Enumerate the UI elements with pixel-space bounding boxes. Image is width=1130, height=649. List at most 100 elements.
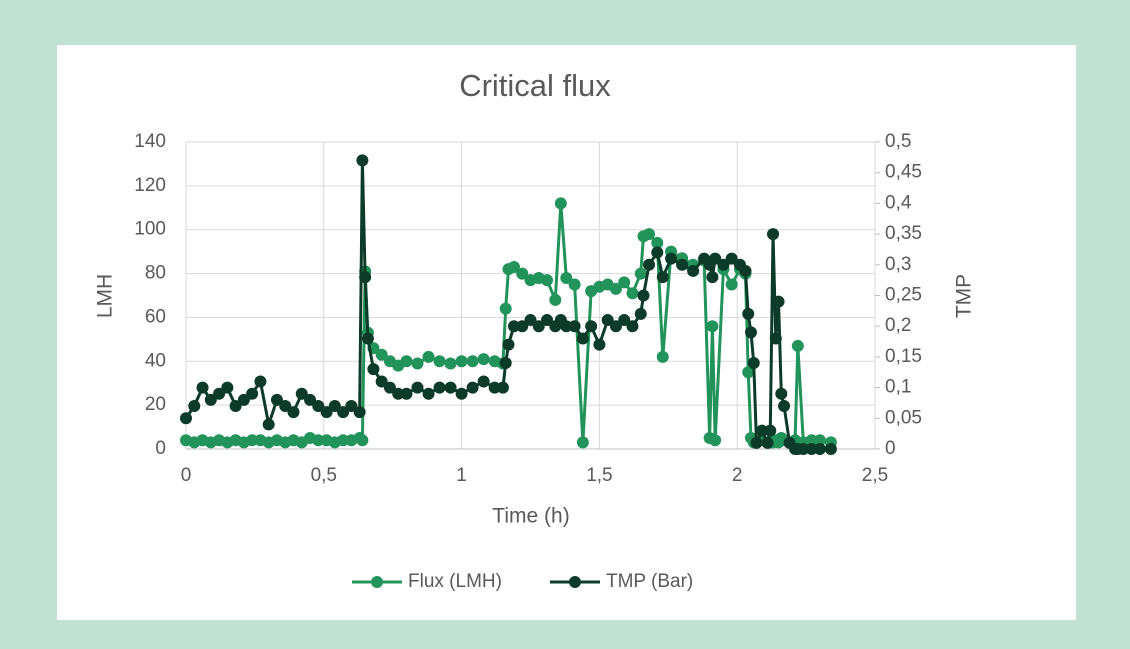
- data-point: [262, 418, 275, 431]
- legend-label: TMP (Bar): [606, 571, 693, 592]
- y-tick-label: 20: [145, 394, 166, 415]
- data-point: [361, 332, 374, 345]
- data-point: [422, 350, 435, 363]
- data-point: [651, 236, 664, 249]
- data-point: [767, 228, 780, 241]
- data-point: [554, 197, 567, 210]
- y-tick-label: 80: [145, 263, 166, 284]
- data-point: [805, 443, 818, 455]
- y2-tick-label: 0,4: [885, 192, 912, 213]
- x-tick-label: 1: [456, 465, 467, 486]
- y-tick-label: 0: [155, 438, 166, 459]
- data-point: [422, 387, 435, 400]
- data-point: [204, 393, 217, 406]
- y2-tick-label: 0,05: [885, 407, 922, 428]
- data-point: [687, 264, 700, 277]
- data-point: [593, 338, 606, 351]
- y-tick-label: 60: [145, 306, 166, 327]
- data-point: [477, 375, 490, 388]
- data-point: [541, 314, 554, 327]
- data-point: [706, 271, 719, 284]
- data-point: [634, 267, 647, 280]
- data-point: [576, 332, 589, 345]
- legend-marker: [569, 576, 581, 588]
- data-point: [568, 278, 581, 291]
- data-point: [568, 320, 581, 333]
- data-point: [254, 375, 267, 388]
- data-point: [444, 381, 457, 394]
- data-point: [560, 320, 573, 333]
- data-point: [295, 387, 308, 400]
- data-point: [196, 381, 209, 394]
- data-point: [433, 355, 446, 368]
- legend-marker: [371, 576, 383, 588]
- x-axis-label: Time (h): [492, 505, 569, 528]
- y-tick-label: 100: [134, 219, 166, 240]
- data-point: [791, 339, 804, 352]
- y2-tick-label: 0,45: [885, 162, 922, 183]
- data-point: [744, 326, 757, 339]
- data-point: [742, 366, 755, 379]
- data-point: [764, 424, 777, 437]
- data-point: [626, 287, 639, 300]
- x-tick-label: 0,5: [311, 465, 337, 486]
- y-tick-label: 40: [145, 350, 166, 371]
- data-point: [618, 276, 631, 289]
- data-point: [477, 353, 490, 366]
- data-point: [778, 400, 791, 413]
- data-point: [709, 252, 722, 265]
- y-tick-label: 140: [134, 131, 166, 152]
- x-tick-label: 1,5: [586, 465, 612, 486]
- data-point: [320, 406, 333, 419]
- data-point: [433, 381, 446, 394]
- data-point: [328, 400, 341, 413]
- data-point: [221, 381, 234, 394]
- data-point: [516, 267, 529, 280]
- data-point: [747, 357, 760, 370]
- data-point: [585, 320, 598, 333]
- data-point: [400, 387, 413, 400]
- data-point: [455, 355, 468, 368]
- data-point: [466, 381, 479, 394]
- x-tick-label: 2: [732, 465, 743, 486]
- data-point: [775, 387, 788, 400]
- data-point: [246, 434, 259, 447]
- data-point: [312, 400, 325, 413]
- y2-tick-label: 0,25: [885, 285, 922, 306]
- data-point: [761, 436, 774, 449]
- chart-title: Critical flux: [459, 68, 611, 103]
- data-point: [656, 350, 669, 363]
- data-point: [499, 357, 512, 370]
- data-point: [772, 295, 785, 308]
- data-point: [676, 258, 689, 271]
- data-point: [756, 424, 769, 437]
- data-point: [356, 434, 369, 447]
- data-point: [626, 320, 639, 333]
- data-point: [725, 278, 738, 291]
- data-point: [213, 387, 226, 400]
- data-point: [560, 271, 573, 284]
- x-tick-label: 0: [181, 465, 192, 486]
- data-point: [507, 320, 520, 333]
- data-point: [813, 434, 826, 447]
- data-point: [246, 387, 259, 400]
- data-point: [643, 258, 656, 271]
- data-point: [516, 320, 529, 333]
- y-axis-label: LMH: [94, 274, 117, 318]
- data-point: [813, 443, 826, 455]
- y2-tick-label: 0: [885, 438, 896, 459]
- data-point: [709, 434, 722, 447]
- data-point: [353, 406, 366, 419]
- y2-tick-label: 0,15: [885, 346, 922, 367]
- data-point: [725, 252, 738, 265]
- data-point: [304, 393, 317, 406]
- x-tick-label: 2,5: [862, 465, 888, 486]
- y2-tick-label: 0,2: [885, 315, 911, 336]
- data-point: [499, 302, 512, 315]
- data-point: [706, 320, 719, 333]
- data-point: [375, 375, 388, 388]
- y2-axis-label: TMP: [953, 274, 976, 318]
- data-point: [601, 314, 614, 327]
- data-point: [270, 393, 283, 406]
